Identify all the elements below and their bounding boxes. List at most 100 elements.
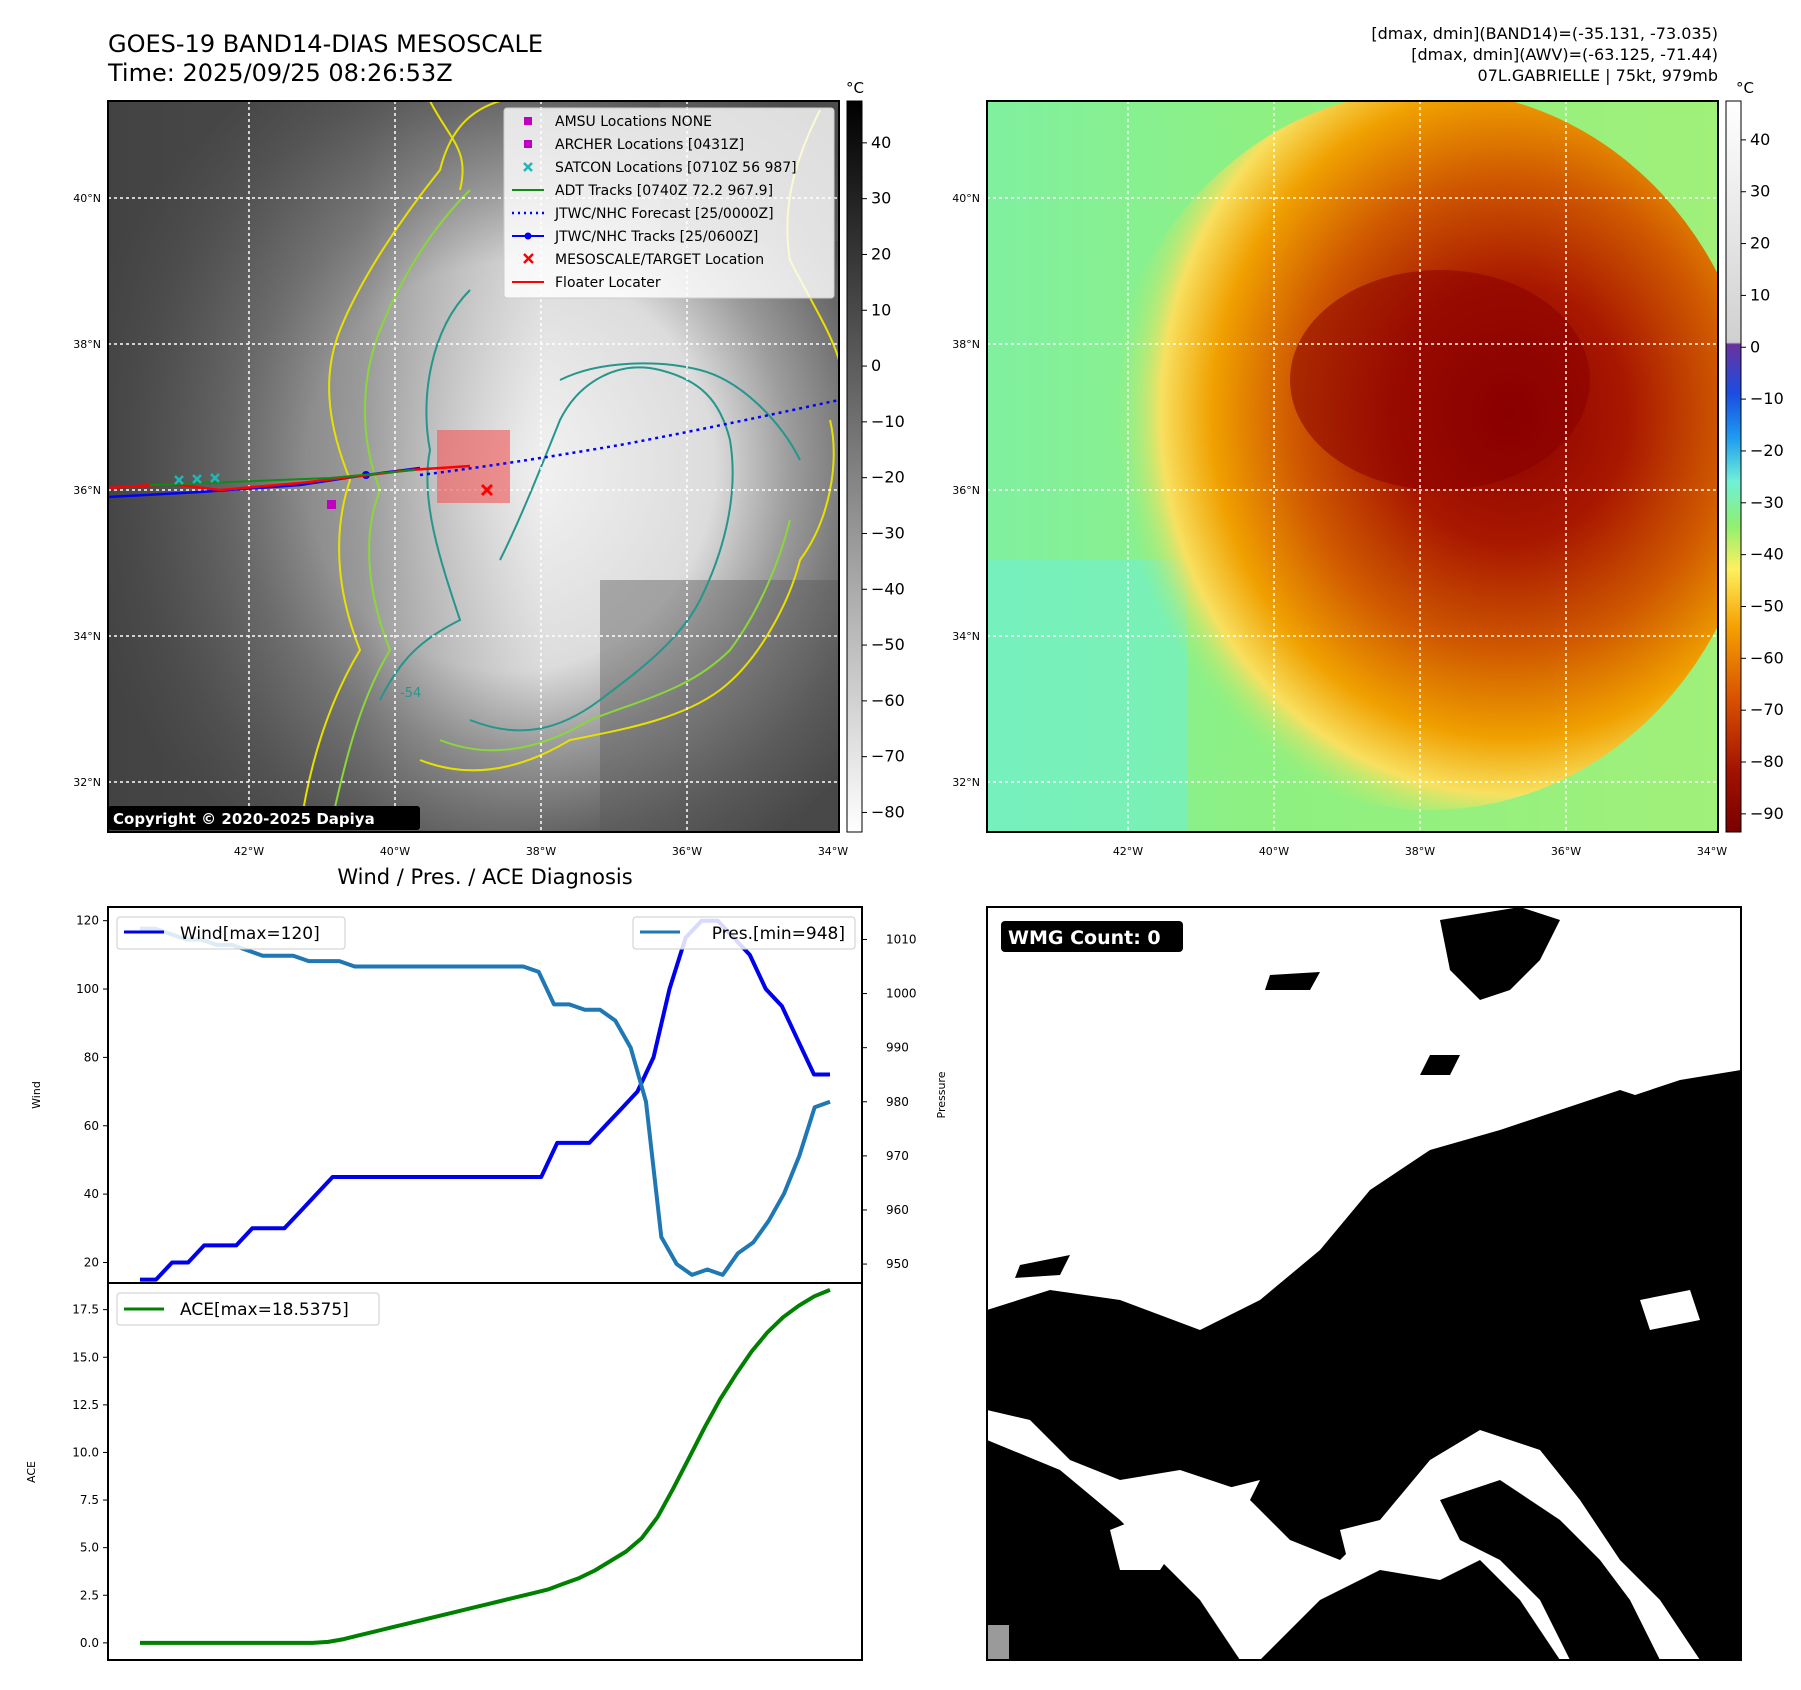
archer-marker [327, 500, 336, 509]
colorbar-left-tick-label: −60 [871, 691, 905, 710]
pressure-axis-label: Pressure [935, 1071, 948, 1118]
colorbar-left-tick-label: 20 [871, 244, 891, 263]
temp-lat-tick-36n: 36°N [952, 484, 980, 497]
legend-marker-amsu [524, 117, 532, 125]
colorbar-left-tick-label: −70 [871, 747, 905, 766]
temp-lon-tick-40w: 40°W [1259, 845, 1289, 858]
colorbar-right-tick-label: 40 [1750, 130, 1770, 149]
colorbar-left-tick-label: 10 [871, 300, 891, 319]
colorbar-left-tick-label: −50 [871, 635, 905, 654]
stats-storm: 07L.GABRIELLE | 75kt, 979mb [1478, 66, 1718, 85]
wind-tick-label: 40 [84, 1187, 99, 1201]
lat-tick-36n: 36°N [73, 484, 101, 497]
legend-satcon: SATCON Locations [0710Z 56 987] [555, 160, 797, 176]
stats-band14: [dmax, dmin](BAND14)=(-35.131, -73.035) [1371, 24, 1718, 43]
temp-map-panel: 42°W 40°W 38°W 36°W 34°W 40°N 38°N 36°N … [952, 100, 1727, 858]
legend-jtwc: JTWC/NHC Tracks [25/0600Z] [554, 229, 758, 245]
lat-tick-34n: 34°N [73, 630, 101, 643]
colorbar-left-tick-label: −40 [871, 579, 905, 598]
colorbar-right-unit: °C [1736, 79, 1754, 97]
colorbar-left: °C 40 30 20 10 0 −10 −20 −30 −40 −50 −60 −70 −80 [846, 79, 905, 833]
wind-tick-label: 20 [84, 1255, 99, 1269]
colorbar-left-unit: °C [846, 79, 864, 97]
pressure-tick-label: 1010 [886, 932, 917, 946]
ace-series-line [140, 1288, 831, 1645]
temp-lon-tick-38w: 38°W [1405, 845, 1435, 858]
colorbar-left-tick-label: 40 [871, 133, 891, 152]
colorbar-right-tick-label: −80 [1750, 752, 1784, 771]
wmg-frame [986, 906, 1742, 1661]
wind-axis-label: Wind [30, 1081, 43, 1109]
legend-floater: Floater Locater [555, 275, 661, 291]
wmg-mask [987, 907, 1741, 1660]
legend-archer: ARCHER Locations [0431Z] [555, 137, 744, 153]
wind-pressure-frame [107, 906, 863, 1284]
legend-marker-satcon [523, 162, 533, 172]
lat-tick-40n: 40°N [73, 192, 101, 205]
pressure-tick-label: 950 [886, 1257, 909, 1271]
wind-tick-label: 60 [84, 1119, 99, 1133]
lon-tick-38w: 38°W [526, 845, 556, 858]
copyright-box [108, 806, 420, 830]
lat-tick-38n: 38°N [73, 338, 101, 351]
lon-tick-36w: 36°W [672, 845, 702, 858]
wmg-corner-patch [987, 1625, 1009, 1660]
figure-time: Time: 2025/09/25 08:26:53Z [107, 59, 453, 87]
legend-amsu: AMSU Locations NONE [555, 114, 712, 130]
ace-axis-label: ACE [25, 1461, 38, 1483]
pressure-legend: Pres.[min=948] [632, 916, 856, 950]
ace-tick-label: 5.0 [80, 1541, 99, 1555]
wmg-count-box [1001, 921, 1183, 952]
pressure-legend-label: Pres.[min=948] [712, 924, 845, 944]
colorbar-left-tick-label: −30 [871, 523, 905, 542]
temp-map-grid [987, 101, 1718, 832]
ace-tick-label: 10.0 [72, 1445, 99, 1459]
colorbar-left-tick-label: −80 [871, 802, 905, 821]
colorbar-right-tick-label: −60 [1750, 648, 1784, 667]
copyright: Copyright © 2020-2025 Dapiya [113, 810, 375, 828]
wmg-panel: WMG Count: 0 [986, 906, 1742, 1661]
stats-awv: [dmax, dmin](AWV)=(-63.125, -71.44) [1411, 45, 1718, 64]
lon-tick-42w: 42°W [234, 845, 264, 858]
temp-map-frame [986, 100, 1719, 833]
wmg-count: WMG Count: 0 [1008, 927, 1161, 949]
colorbar-right-tick-label: 20 [1750, 234, 1770, 253]
ace-tick-label: 17.5 [72, 1303, 99, 1317]
legend-marker-archer [524, 140, 532, 148]
ace-tick-label: 0.0 [80, 1636, 99, 1650]
contour-yellow [299, 101, 501, 831]
lat-tick-32n: 32°N [73, 776, 101, 789]
ace-legend-label: ACE[max=18.5375] [180, 1300, 349, 1320]
ace-tick-label: 15.0 [72, 1350, 99, 1364]
colorbar-right-gradient [1725, 100, 1742, 833]
ace-chart: 0.0 2.5 5.0 7.5 10.0 12.5 15.0 17.5 ACE ACE[max… [25, 1282, 863, 1661]
wind-legend-label: Wind[max=120] [180, 924, 320, 944]
colorbar-right-tick-label: −10 [1750, 389, 1784, 408]
pressure-tick-label: 1000 [886, 987, 917, 1001]
adt-track [149, 469, 416, 486]
ace-legend: ACE[max=18.5375] [116, 1292, 380, 1326]
colorbar-left-tick-label: −20 [871, 468, 905, 487]
diagnosis-title: Wind / Pres. / ACE Diagnosis [337, 865, 632, 889]
ace-tick-label: 12.5 [72, 1398, 99, 1412]
satcon-markers [174, 473, 220, 485]
legend-marker-target [523, 253, 534, 264]
ir-map-frame [107, 100, 840, 833]
colorbar-right-tick-label: 30 [1750, 182, 1770, 201]
temp-lat-tick-38n: 38°N [952, 338, 980, 351]
colorbar-right-tick-label: 0 [1750, 337, 1760, 356]
ace-tick-label: 7.5 [80, 1493, 99, 1507]
temp-lat-tick-32n: 32°N [952, 776, 980, 789]
ace-frame [107, 1282, 863, 1661]
legend-forecast: JTWC/NHC Forecast [25/0000Z] [554, 206, 774, 222]
colorbar-right-tick-label: −90 [1750, 804, 1784, 823]
colorbar-right: °C 40 30 20 10 0 −10 −20 −30 −40 −50 −60 −70 −80 −90 [1725, 79, 1784, 833]
temp-lon-tick-42w: 42°W [1113, 845, 1143, 858]
pressure-tick-label: 960 [886, 1203, 909, 1217]
target-marker [480, 483, 494, 497]
figure-title: GOES-19 BAND14-DIAS MESOSCALE [108, 30, 543, 58]
legend-target: MESOSCALE/TARGET Location [555, 252, 764, 268]
ir-map-panel: -54 AMSU Locations NONE ARCHER Locations… [73, 100, 848, 858]
pressure-series-line [140, 926, 831, 1277]
